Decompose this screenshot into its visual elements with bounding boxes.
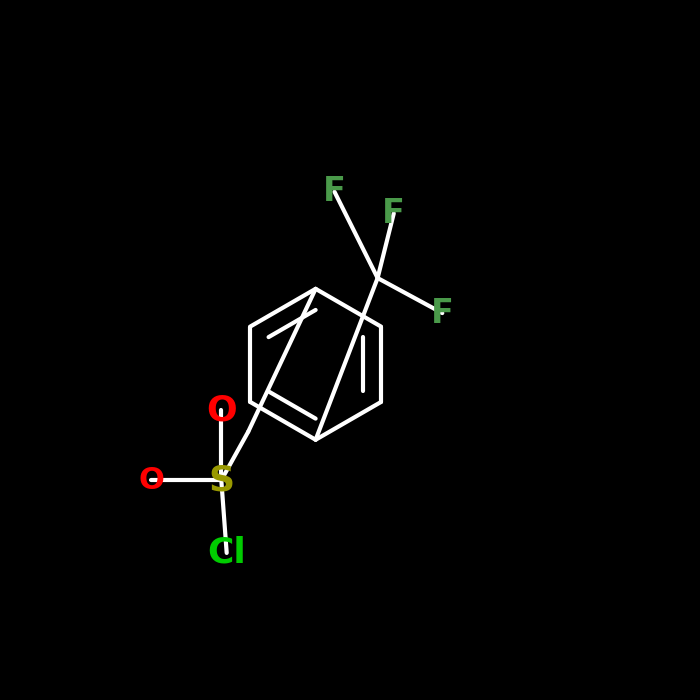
Text: Cl: Cl	[207, 536, 246, 570]
Text: O: O	[206, 393, 237, 427]
Text: F: F	[323, 175, 346, 209]
Text: S: S	[208, 463, 234, 497]
Text: F: F	[431, 297, 454, 330]
Text: F: F	[382, 197, 405, 230]
Text: O: O	[139, 466, 164, 495]
